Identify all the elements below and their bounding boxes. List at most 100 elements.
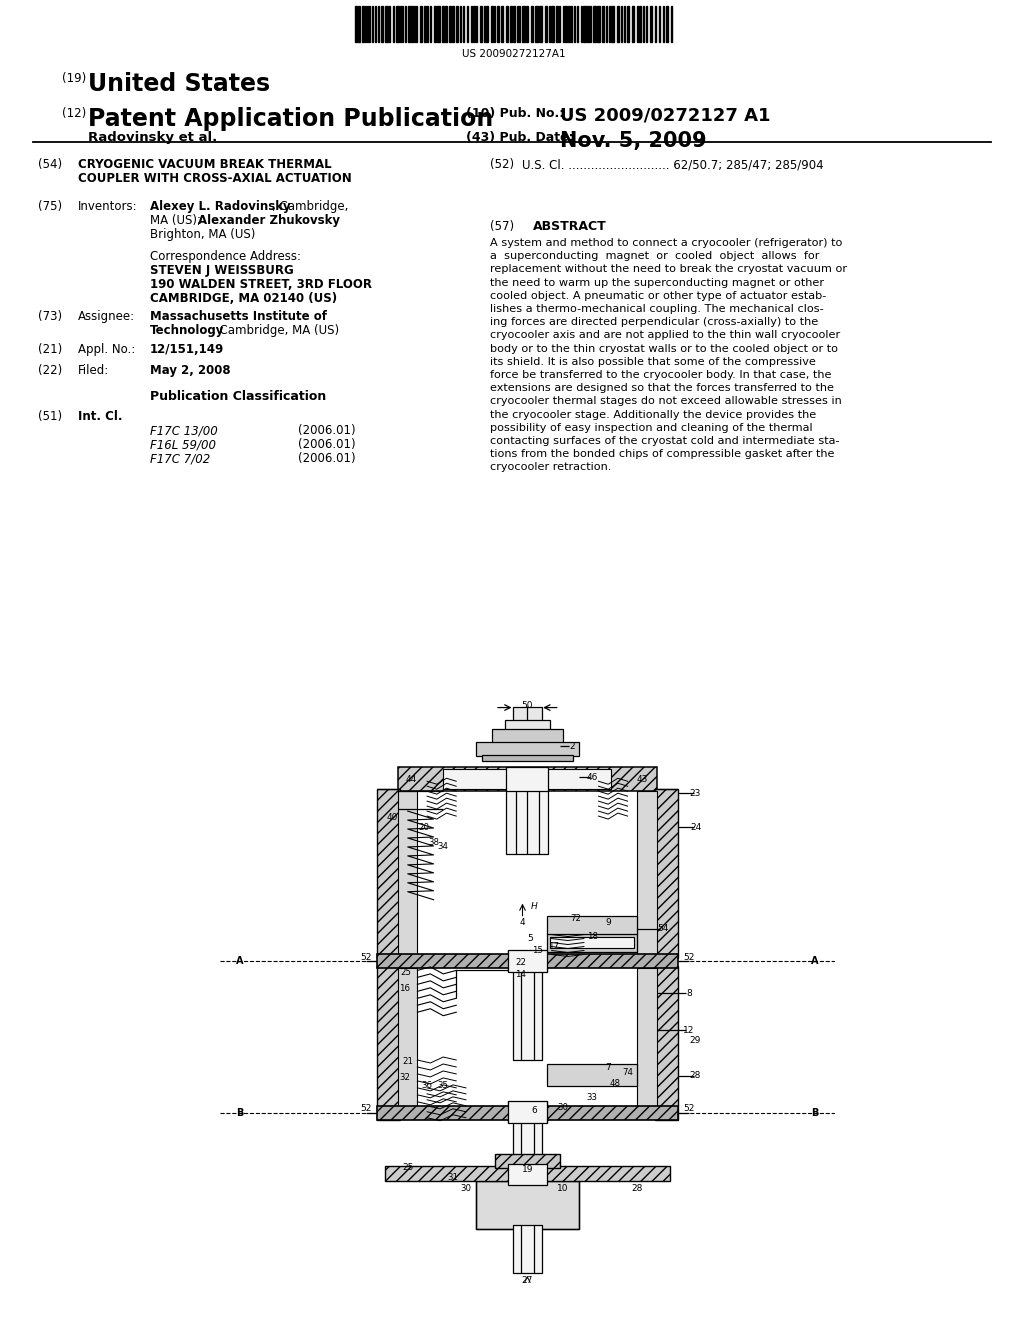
Text: Filed:: Filed: (78, 364, 110, 378)
Bar (611, 7, 614, 42)
Text: Nov. 5, 2009: Nov. 5, 2009 (560, 131, 707, 150)
Bar (443, 770, 611, 789)
Text: 22: 22 (515, 958, 526, 968)
Text: (75): (75) (38, 201, 62, 213)
Bar (505, 719, 550, 731)
Bar (420, 7, 422, 42)
Bar (556, 7, 558, 42)
Bar (506, 767, 549, 791)
Text: 25: 25 (402, 1163, 414, 1172)
Bar (475, 1181, 580, 1229)
Bar (396, 7, 399, 42)
Bar (637, 791, 656, 957)
Text: Patent Application Publication: Patent Application Publication (88, 107, 494, 131)
Text: 8: 8 (686, 989, 692, 998)
Bar (632, 7, 634, 42)
Text: Publication Classification: Publication Classification (150, 389, 327, 403)
Text: (19): (19) (62, 73, 86, 84)
Text: 36: 36 (422, 1081, 432, 1090)
Text: May 2, 2008: May 2, 2008 (150, 364, 230, 378)
Text: (2006.01): (2006.01) (298, 451, 355, 465)
Text: Appl. No.:: Appl. No.: (78, 343, 135, 356)
Bar (551, 7, 554, 42)
Text: ing forces are directed perpendicular (cross-axially) to the: ing forces are directed perpendicular (c… (490, 317, 818, 327)
Bar (547, 1064, 637, 1086)
Bar (535, 7, 538, 42)
Text: 15: 15 (531, 946, 543, 954)
Bar (385, 1166, 670, 1181)
Bar (377, 966, 399, 1119)
Bar (377, 954, 678, 969)
Bar (442, 7, 444, 42)
Bar (639, 7, 641, 42)
Text: 5: 5 (527, 935, 534, 942)
Text: 25: 25 (400, 968, 412, 977)
Text: (10) Pub. No.:: (10) Pub. No.: (466, 107, 564, 120)
Text: 46: 46 (587, 772, 598, 781)
Bar (508, 1163, 547, 1185)
Text: 30: 30 (461, 1184, 471, 1193)
Text: Technology: Technology (150, 323, 224, 337)
Text: tions from the bonded chips of compressible gasket after the: tions from the bonded chips of compressi… (490, 449, 835, 459)
Bar (398, 791, 418, 957)
Bar (550, 937, 634, 949)
Text: 24: 24 (690, 822, 701, 832)
Text: 50: 50 (521, 701, 534, 710)
Text: Brighton, MA (US): Brighton, MA (US) (150, 228, 255, 242)
Text: B: B (236, 1107, 244, 1118)
Bar (456, 7, 458, 42)
Text: (51): (51) (38, 411, 62, 422)
Bar (522, 7, 525, 42)
Text: 10: 10 (557, 1184, 568, 1193)
Text: 31: 31 (447, 1173, 459, 1181)
Text: 4: 4 (520, 919, 525, 927)
Text: Inventors:: Inventors: (78, 201, 137, 213)
Bar (381, 7, 383, 42)
Bar (583, 7, 586, 42)
Text: US 20090272127A1: US 20090272127A1 (462, 49, 566, 59)
Text: (22): (22) (38, 364, 62, 378)
Bar (377, 1106, 678, 1119)
Text: 52: 52 (683, 1105, 694, 1113)
Text: 52: 52 (360, 953, 372, 962)
Text: 28: 28 (690, 1072, 701, 1081)
Text: 7: 7 (605, 1064, 611, 1072)
Bar (424, 7, 426, 42)
Text: U.S. Cl. ........................... 62/50.7; 285/47; 285/904: U.S. Cl. ........................... 62/… (522, 158, 823, 172)
Bar (513, 706, 542, 721)
Bar (377, 789, 399, 958)
Bar (547, 932, 637, 953)
Bar (531, 7, 534, 42)
Bar (637, 969, 656, 1118)
Text: 33: 33 (587, 1093, 598, 1102)
Text: US 2009/0272127 A1: US 2009/0272127 A1 (560, 107, 770, 125)
Text: A: A (811, 957, 819, 966)
Text: Int. Cl.: Int. Cl. (78, 411, 123, 422)
Text: 16: 16 (399, 983, 410, 993)
Bar (597, 7, 600, 42)
Bar (526, 7, 528, 42)
Text: force be transferred to the cryocooler body. In that case, the: force be transferred to the cryocooler b… (490, 370, 831, 380)
Bar (655, 966, 678, 1119)
Text: (57): (57) (490, 220, 514, 234)
Text: 29: 29 (690, 1036, 701, 1044)
Text: 52: 52 (360, 1105, 372, 1113)
Bar (355, 7, 357, 42)
Bar (475, 742, 580, 756)
Text: STEVEN J WEISSBURG: STEVEN J WEISSBURG (150, 264, 294, 277)
Text: 23: 23 (690, 788, 701, 797)
Bar (510, 7, 512, 42)
Bar (490, 7, 493, 42)
Text: 190 WALDEN STREET, 3RD FLOOR: 190 WALDEN STREET, 3RD FLOOR (150, 279, 372, 290)
Text: (73): (73) (38, 310, 62, 323)
Text: (52): (52) (490, 158, 514, 172)
Text: 74: 74 (623, 1068, 633, 1077)
Bar (411, 7, 413, 42)
Text: 40: 40 (387, 813, 398, 821)
Bar (627, 7, 629, 42)
Text: (21): (21) (38, 343, 62, 356)
Text: lishes a thermo-mechanical coupling. The mechanical clos-: lishes a thermo-mechanical coupling. The… (490, 304, 823, 314)
Bar (497, 7, 499, 42)
Text: 17: 17 (548, 942, 559, 950)
Text: (43) Pub. Date:: (43) Pub. Date: (466, 131, 573, 144)
